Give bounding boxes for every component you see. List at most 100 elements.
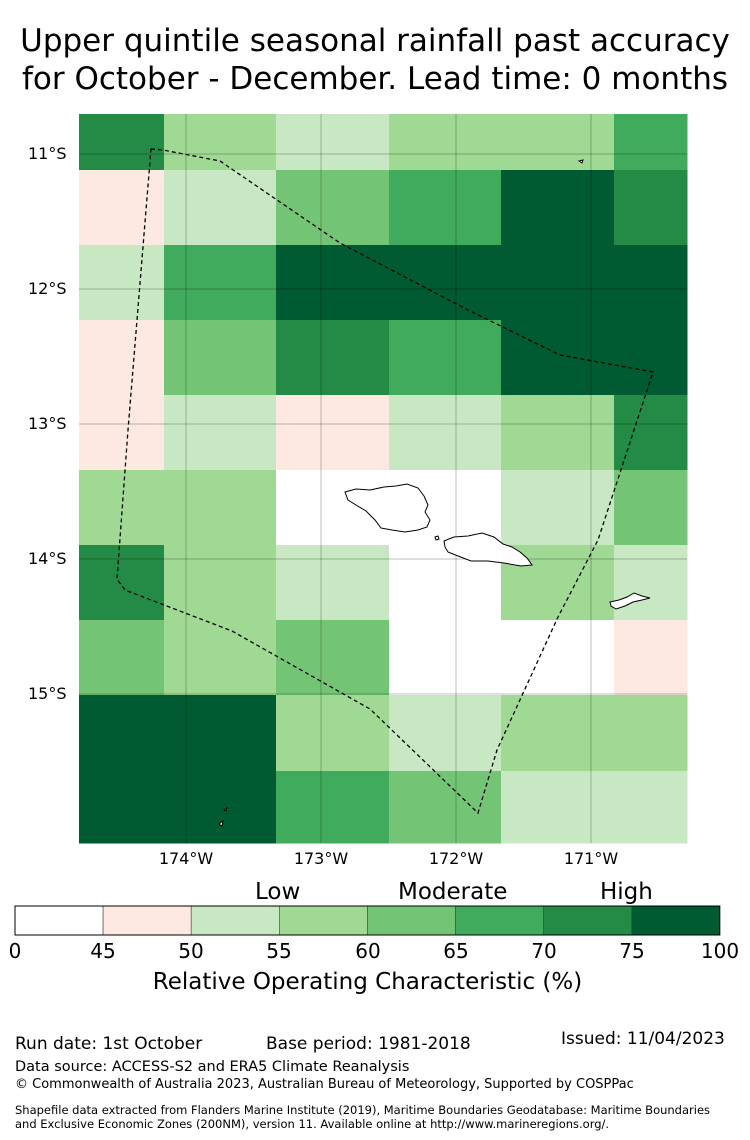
lon-label-172w: 172°W (428, 849, 484, 868)
grid-cell (389, 245, 502, 321)
forecast-grid (79, 114, 688, 844)
colorbar-frame (14, 905, 721, 936)
grid-cell (276, 395, 390, 471)
grid-cell (164, 114, 277, 171)
map-title-line-2: for October - December. Lead time: 0 mon… (21, 61, 729, 97)
upolu-island (443, 532, 533, 567)
grid-cell (501, 620, 615, 696)
colorbar-tick-75: 75 (619, 939, 645, 963)
grid-cell (276, 170, 390, 246)
lat-label-15s: 15°S (28, 684, 67, 703)
base-period: Base period: 1981-2018 (266, 1034, 471, 1054)
colorbar-title: Relative Operating Characteristic (%) (152, 969, 583, 995)
grid-cell (164, 470, 277, 546)
grid-cell (79, 771, 165, 844)
grid-cell (614, 245, 688, 321)
colorbar-tick-65: 65 (443, 939, 469, 963)
lon-label-171w: 171°W (563, 849, 619, 868)
reef-islet (223, 806, 228, 812)
grid-cell (276, 771, 390, 844)
manono-islet (434, 535, 440, 541)
samoa-islands (218, 159, 651, 827)
grid-cell (79, 695, 165, 772)
colorbar-segment (367, 905, 456, 936)
colorbar-segment (102, 905, 192, 936)
colorbar (14, 905, 721, 936)
colorbar-segment (190, 905, 280, 936)
grid-cell (276, 114, 390, 171)
grid-cell (276, 695, 390, 772)
grid-cell (389, 170, 502, 246)
issued-date: Issued: 11/04/2023 (561, 1029, 725, 1049)
lon-label-174w: 174°W (158, 849, 214, 868)
grid-cell (276, 245, 390, 321)
grid-cell (501, 114, 615, 171)
grid-cell (614, 695, 688, 772)
grid-cell (501, 395, 615, 471)
grid-cell (79, 320, 165, 396)
grid-cell (501, 245, 615, 321)
grid-cell (501, 470, 615, 546)
grid-cell (79, 170, 165, 246)
grid-cell (164, 245, 277, 321)
grid-cell (276, 545, 390, 621)
colorbar-segment (631, 905, 721, 936)
lat-label-14s: 14°S (28, 549, 67, 568)
grid-cell (276, 620, 390, 696)
map-title-line-1: Upper quintile seasonal rainfall past ac… (20, 23, 730, 59)
grid-cell (79, 620, 165, 696)
colorbar-tick-50: 50 (178, 939, 204, 963)
grid-cell (164, 771, 277, 844)
data-source: Data source: ACCESS-S2 and ERA5 Climate … (15, 1059, 410, 1075)
colorbar-tick-0: 0 (8, 939, 22, 963)
grid-cell (614, 771, 688, 844)
colorbar-segment (14, 905, 104, 936)
eez-boundary (116, 148, 654, 815)
swains-islet (577, 159, 584, 164)
grid-cell (614, 470, 688, 546)
grid-cell (164, 545, 277, 621)
shapefile-credit-line-2: and Exclusive Economic Zones (200NM), ve… (15, 1117, 610, 1131)
grid-cell (79, 114, 165, 171)
grid-cell (614, 395, 688, 471)
colorbar-category-low: Low (255, 879, 301, 905)
copyright: © Commonwealth of Australia 2023, Austra… (15, 1077, 634, 1092)
lat-label-13s: 13°S (28, 414, 67, 433)
lat-label-11s: 11°S (28, 144, 67, 163)
colorbar-category-moderate: Moderate (398, 879, 508, 905)
grid-cell (79, 545, 165, 621)
grid-cell (389, 114, 502, 171)
grid-cell (501, 170, 615, 246)
grid-cell (164, 395, 277, 471)
colorbar-tick-70: 70 (531, 939, 557, 963)
colorbar-tick-45: 45 (90, 939, 116, 963)
colorbar-category-high: High (600, 879, 653, 905)
grid-cell (389, 771, 502, 844)
shapefile-credit-line-1: Shapefile data extracted from Flanders M… (15, 1103, 711, 1117)
grid-cell (276, 320, 390, 396)
grid-cell (614, 170, 688, 246)
grid-cell (164, 620, 277, 696)
colorbar-segment (278, 905, 368, 936)
grid-cell (501, 771, 615, 844)
colorbar-tick-60: 60 (355, 939, 381, 963)
colorbar-tick-55: 55 (266, 939, 292, 963)
lat-label-12s: 12°S (28, 279, 67, 298)
grid-cell (389, 695, 502, 772)
colorbar-segment (543, 905, 632, 936)
grid-cell (389, 620, 502, 696)
lon-label-173w: 173°W (293, 849, 349, 868)
colorbar-tick-100: 100 (700, 939, 740, 963)
rose-atoll (218, 819, 224, 827)
grid-cell (501, 695, 615, 772)
grid-cell (614, 620, 688, 696)
grid-cell (164, 695, 277, 772)
grid-cell (164, 170, 277, 246)
grid-cell (614, 114, 688, 171)
grid-cell (389, 395, 502, 471)
grid-cell (389, 320, 502, 396)
colorbar-segment (455, 905, 544, 936)
grid-cell (614, 320, 688, 396)
grid-cell (79, 245, 165, 321)
